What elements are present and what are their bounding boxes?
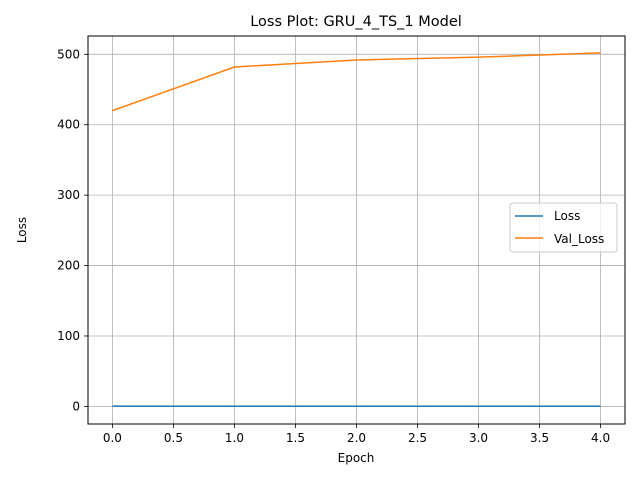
series-layer [112, 52, 601, 408]
y-tick-label: 200 [57, 259, 80, 273]
x-tick-label: 3.0 [469, 431, 488, 445]
chart-title: Loss Plot: GRU_4_TS_1 Model [250, 14, 462, 30]
y-tick-label: 100 [57, 329, 80, 343]
x-tick-label: 0.0 [103, 431, 122, 445]
series-line-val-loss [112, 52, 601, 112]
y-tick-label: 400 [57, 118, 80, 132]
x-tick-label: 2.0 [347, 431, 366, 445]
axis-ticks: 0.0 0.5 1.0 1.5 2.0 2.5 3.0 3.5 4.0 0 100 200 300 400… [57, 47, 610, 445]
x-tick-label: 0.5 [164, 431, 183, 445]
legend: Loss Val_Loss [509, 202, 618, 253]
legend-entry-val-loss: Val_Loss [554, 232, 604, 246]
x-tick-label: 4.0 [591, 431, 610, 445]
x-tick-label: 3.5 [530, 431, 549, 445]
x-tick-label: 1.5 [286, 431, 305, 445]
x-axis-label: Epoch [338, 451, 375, 465]
legend-entry-loss: Loss [554, 209, 580, 223]
y-tick-label: 500 [57, 47, 80, 61]
y-tick-label: 300 [57, 188, 80, 202]
y-axis-label: Loss [15, 217, 29, 243]
y-tick-label: 0 [72, 399, 80, 413]
x-tick-label: 1.0 [225, 431, 244, 445]
x-tick-label: 2.5 [408, 431, 427, 445]
